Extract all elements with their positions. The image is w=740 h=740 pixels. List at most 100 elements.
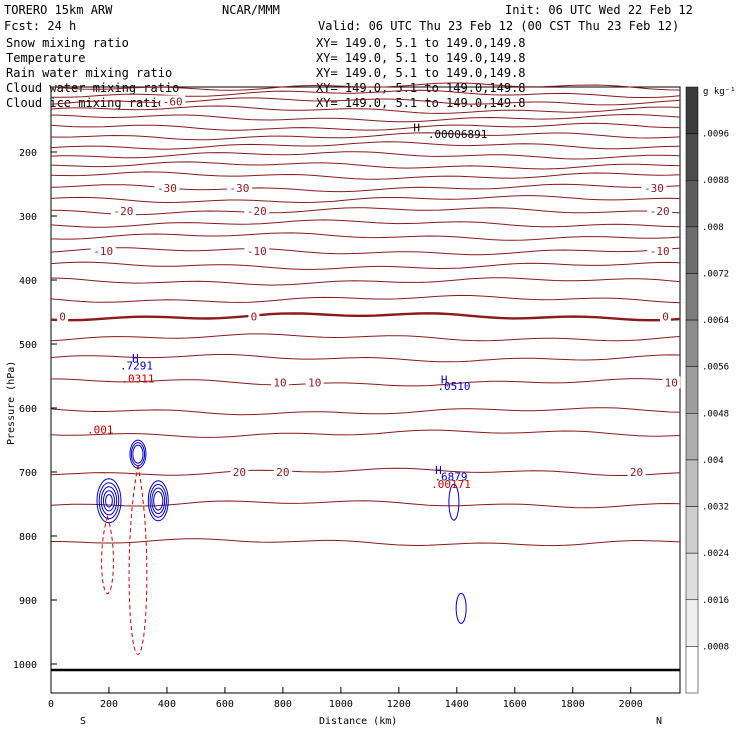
cloud-water-contour: [98, 482, 120, 520]
contour-label: 10: [308, 376, 321, 389]
cloud-water-contour: [151, 487, 166, 515]
cloud-water-contour: [455, 592, 467, 624]
contour-label-bg: [660, 310, 672, 323]
temperature-contour: [50, 312, 681, 322]
colorbar-tick-label: .0072: [702, 269, 729, 279]
cloud-water-contour: [100, 486, 118, 516]
temperature-contour: [50, 429, 681, 438]
contour-label-bg: [248, 310, 260, 323]
colorbar-segment: [685, 226, 699, 274]
colorbar-tick-label: .0088: [702, 176, 729, 186]
contour-label-bg: [641, 181, 667, 194]
colorbar-unit: g kg⁻¹: [703, 87, 736, 97]
colorbar-segment: [685, 646, 699, 694]
x-tick-label: 1000: [329, 699, 353, 710]
colorbar-segment: [685, 459, 699, 507]
contour-label: 10: [665, 376, 678, 389]
temperature-contour: [50, 132, 681, 141]
colorbar-tick-label: .008: [702, 223, 724, 233]
field-name: Cloud water mixing ratio: [6, 81, 179, 95]
max-marker: H: [132, 352, 139, 365]
contour-label: -10: [650, 245, 670, 258]
colorbar-tick-label: .0016: [702, 596, 729, 606]
cloud-water-contour: [149, 483, 167, 518]
contour-label-bg: [647, 245, 673, 258]
rain-max-value: .00171: [431, 478, 471, 491]
contour-label: -20: [247, 205, 267, 218]
x-tick-label: 600: [216, 699, 234, 710]
contour-label-bg: [627, 466, 646, 478]
x-tick-label: 800: [274, 699, 292, 710]
colorbar-segment: [685, 599, 699, 647]
field-xy: XY= 149.0, 5.1 to 149.0,149.8: [316, 66, 526, 80]
rain-contour: [101, 515, 114, 595]
contour-label: -60: [163, 95, 183, 108]
temperature-contour: [50, 247, 681, 256]
y-axis-label: Pressure (hPa): [6, 361, 17, 445]
contour-label-bg: [662, 376, 681, 389]
temperature-contour: [50, 183, 681, 193]
colorbar-segment: [685, 86, 699, 134]
max-marker: H: [435, 464, 442, 477]
contour-label: 20: [630, 466, 643, 479]
temperature-contour: [50, 89, 681, 98]
temperature-contour: [50, 232, 681, 241]
contour-label: 0: [59, 310, 66, 323]
temperature-contour: [50, 333, 681, 342]
colorbar-segment: [685, 179, 699, 228]
y-tick-label: 600: [19, 404, 37, 415]
contour-label: -30: [229, 182, 249, 195]
north-label: N: [656, 716, 662, 727]
colorbar-tick-label: .004: [702, 456, 724, 466]
cloud-water-contour: [448, 483, 460, 521]
colorbar-segment: [685, 366, 699, 414]
y-tick-label: 1000: [13, 660, 37, 671]
contour-label-bg: [305, 376, 324, 389]
colorbar-tick-label: .0008: [702, 642, 729, 652]
y-tick-label: 500: [19, 340, 37, 351]
contour-label-bg: [273, 466, 292, 478]
contour-label: -10: [247, 245, 267, 258]
contour-label: 0: [251, 310, 258, 323]
field-name: Rain water mixing ratio: [6, 66, 172, 80]
init-time: Init: 06 UTC Wed 22 Feb 12: [505, 3, 693, 17]
temperature-contour: [50, 105, 681, 114]
field-xy: XY= 149.0, 5.1 to 149.0,149.8: [316, 36, 526, 50]
temperature-contour: [50, 122, 680, 131]
field-xy: XY= 149.0, 5.1 to 149.0,149.8: [316, 81, 526, 95]
model-title: TORERO 15km ARW: [4, 3, 113, 17]
x-tick-label: 400: [158, 699, 176, 710]
rain-contour: [128, 465, 148, 655]
temperature-contour: [50, 141, 681, 150]
cloud-water-contours: [96, 439, 467, 624]
cloud-water-contour: [147, 480, 169, 522]
temperature-contour: [50, 277, 681, 286]
temperature-contour: [50, 161, 681, 170]
y-tick-label: 900: [19, 596, 37, 607]
south-label: S: [80, 716, 86, 727]
temperature-contour: [50, 171, 681, 180]
contour-label: -30: [644, 182, 664, 195]
colorbar: .0096 .0088 .008 .0072 .0064 .0056 .0048 .004 .0…: [685, 86, 729, 694]
temperature-contour: [50, 354, 681, 363]
cloud-water-contour: [96, 478, 122, 524]
y-tick-label: 700: [19, 468, 37, 479]
temperature-contour: [50, 207, 681, 216]
y-tick-label: 300: [19, 212, 37, 223]
contour-label: -20: [114, 205, 134, 218]
colorbar-tick-label: .0024: [702, 549, 729, 559]
cloud-water-max-value: .7291: [120, 360, 153, 373]
y-axis: 200 300 400 500 600 700 800 900 1000: [13, 148, 57, 671]
contour-label-bg: [110, 204, 136, 217]
colorbar-segment: [685, 413, 699, 461]
temperature-contour: [50, 113, 681, 123]
colorbar-tick-label: .0064: [702, 316, 729, 326]
colorbar-tick-label: .0056: [702, 363, 729, 373]
colorbar-tick-label: .0032: [702, 503, 729, 513]
contour-label-bg: [647, 204, 673, 217]
temperature-contours: -60 -30 -30 -30 -20 -20 -20 -10 -10 -10 0 0 0 10 10 10 2…: [50, 82, 681, 547]
rain-contours: [101, 465, 148, 655]
temperature-contour: [51, 538, 681, 547]
contour-label-bg: [230, 466, 249, 478]
cloud-water-contour: [105, 494, 113, 508]
